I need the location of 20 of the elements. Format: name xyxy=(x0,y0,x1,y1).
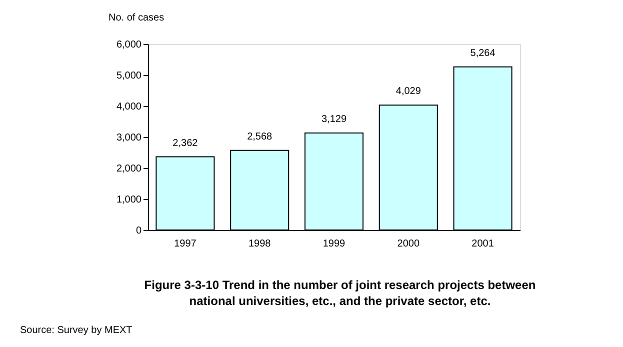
y-tick-label: 2,000 xyxy=(116,164,142,174)
text: Figure 3-3-10 Trend in the number of joint research projects between national universities, etc., and the private sector, etc. xyxy=(144,278,536,308)
y-axis-title: No. of cases xyxy=(108,12,164,24)
source-note: Source: Survey by MEXT xyxy=(20,325,132,336)
x-tick-label: 1997 xyxy=(174,238,197,250)
y-tick-label: 1,000 xyxy=(116,194,142,206)
x-tick-label: 1999 xyxy=(322,238,346,250)
x-tick-label: 1998 xyxy=(248,238,272,250)
x-tick-label: 2001 xyxy=(472,238,494,250)
data-label: 3,129 xyxy=(321,114,347,125)
data-label: 2,568 xyxy=(247,131,273,142)
x-tick-label: 2000 xyxy=(397,238,420,250)
y-tick-label: 3,000 xyxy=(116,132,142,144)
y-tick-label: 4,000 xyxy=(116,102,142,112)
data-label: 4,029 xyxy=(396,86,422,98)
data-label: 5,264 xyxy=(470,48,496,59)
y-tick-label: 5,000 xyxy=(116,70,142,82)
data-label: 2,362 xyxy=(172,138,198,149)
y-tick-label: 0 xyxy=(136,226,142,236)
y-tick-label: 6,000 xyxy=(116,40,142,50)
